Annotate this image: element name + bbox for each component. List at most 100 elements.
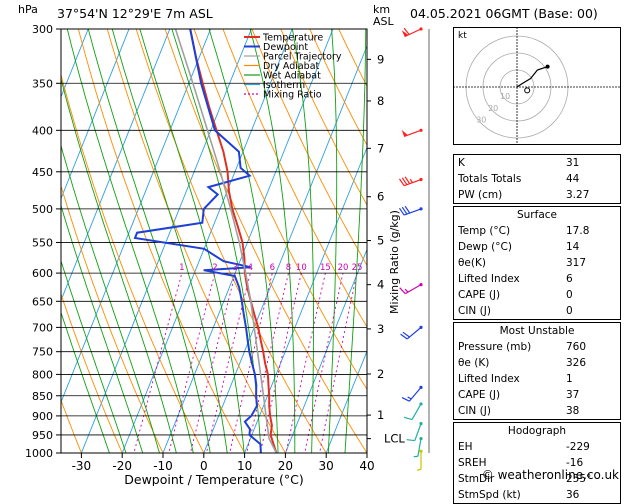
hodograph-frame [454, 28, 621, 145]
hodograph-point [546, 65, 550, 69]
index-row: Dewp (°C)14 [454, 239, 622, 255]
temp-tick-label: -10 [153, 459, 173, 473]
km-tick-label: 1 [377, 408, 384, 422]
index-row: PW (cm)3.27 [454, 187, 622, 203]
temp-tick-label: 10 [237, 459, 252, 473]
wind-barb [401, 326, 423, 339]
index-value: 6 [562, 271, 622, 287]
hpa-unit-label: hPa [18, 3, 38, 16]
legend-label: Mixing Ratio [263, 90, 322, 101]
pressure-tick-label: 900 [32, 410, 53, 423]
index-row: θe(K)317 [454, 255, 622, 271]
pressure-tick-label: 700 [32, 321, 53, 334]
hodograph-ring-label: 20 [488, 104, 498, 113]
most-unstable-title: Most Unstable [454, 323, 620, 339]
location-title: 37°54'N 12°29'E 7m ASL [57, 6, 213, 21]
datetime-title: 04.05.2021 06GMT (Base: 00) [410, 6, 598, 21]
km-tick-label: 3 [377, 322, 384, 336]
km-tick-label: 9 [377, 52, 384, 66]
wind-barb [399, 206, 422, 215]
index-label: Lifted Index [454, 371, 562, 387]
pressure-tick-label: 950 [32, 429, 53, 442]
index-value: 3.27 [562, 187, 622, 203]
wind-barb [402, 386, 423, 401]
temp-tick-label: 20 [278, 459, 293, 473]
mixing-ratio-label: 25 [352, 263, 363, 273]
pressure-tick-label: 300 [32, 23, 53, 36]
index-value: 0 [562, 287, 622, 303]
index-row: CAPE (J)37 [454, 387, 622, 403]
temp-tick-label: 30 [319, 459, 334, 473]
index-value: 1 [562, 371, 622, 387]
index-row: CAPE (J)0 [454, 287, 622, 303]
isotherm-line [0, 17, 11, 470]
mixing-ratio-label: 8 [286, 263, 291, 273]
index-label: Lifted Index [454, 271, 562, 287]
index-value: 0 [562, 303, 622, 319]
km-tick-label: 5 [377, 234, 384, 248]
pressure-tick-label: 800 [32, 368, 53, 381]
mixing-ratio-axis-label: Mixing Ratio (g/kg) [388, 210, 401, 314]
footer-credit: © weatheronline.co.uk [482, 468, 619, 482]
index-label: θe(K) [454, 255, 562, 271]
km-tick-label: LCL [384, 432, 405, 446]
index-label: Pressure (mb) [454, 339, 562, 355]
index-label: CAPE (J) [454, 387, 562, 403]
index-label: Temp (°C) [454, 223, 562, 239]
hodograph-title: Hodograph [454, 423, 620, 439]
pressure-tick-label: 600 [32, 267, 53, 280]
x-axis-label: Dewpoint / Temperature (°C) [124, 472, 303, 486]
index-row: CIN (J)38 [454, 403, 622, 419]
wind-barb [400, 283, 423, 294]
mixing-ratio-label: 20 [338, 263, 349, 273]
index-label: PW (cm) [454, 187, 562, 203]
temp-tick-label: -20 [112, 459, 132, 473]
index-label: Dewp (°C) [454, 239, 562, 255]
mixing-ratio-line [243, 273, 289, 470]
wind-barb [402, 129, 423, 137]
km-tick-label: 6 [377, 190, 384, 204]
wind-barb [417, 450, 423, 471]
index-row: StmSpd (kt)36 [454, 487, 622, 503]
index-value: 31 [562, 155, 622, 171]
index-row: Pressure (mb)760 [454, 339, 622, 355]
index-row: EH-229 [454, 439, 622, 455]
mixing-ratio-label: 15 [320, 263, 331, 273]
hodograph-ring-label: 30 [476, 116, 486, 125]
temp-tick-label: 40 [359, 459, 374, 473]
index-value: 37 [562, 387, 622, 403]
index-label: StmSpd (kt) [454, 487, 562, 503]
mixing-ratio-label: 2 [212, 263, 217, 273]
index-row: θe (K)326 [454, 355, 622, 371]
pressure-tick-label: 550 [32, 236, 53, 249]
pressure-tick-label: 400 [32, 124, 53, 137]
mixing-ratio-label: 6 [270, 263, 275, 273]
index-value: 326 [562, 355, 622, 371]
index-label: CIN (J) [454, 303, 562, 319]
index-label: θe (K) [454, 355, 562, 371]
pressure-tick-label: 650 [32, 295, 53, 308]
wind-barb [402, 27, 423, 36]
index-value: 38 [562, 403, 622, 419]
pressure-tick-label: 750 [32, 346, 53, 359]
index-label: CAPE (J) [454, 287, 562, 303]
index-value: 44 [562, 171, 622, 187]
index-row: CIN (J)0 [454, 303, 622, 319]
pressure-tick-label: 450 [32, 166, 53, 179]
pressure-tick-label: 500 [32, 203, 53, 216]
index-label: CIN (J) [454, 403, 562, 419]
index-value: 760 [562, 339, 622, 355]
temp-tick-label: 0 [200, 459, 208, 473]
index-label: EH [454, 439, 562, 455]
mixing-ratio-label: 1 [179, 263, 184, 273]
wet-adiabat-line [0, 17, 115, 470]
mixing-ratio-label: 10 [296, 263, 307, 273]
asl-unit-label: ASL [373, 15, 395, 28]
index-value: -229 [562, 439, 622, 455]
